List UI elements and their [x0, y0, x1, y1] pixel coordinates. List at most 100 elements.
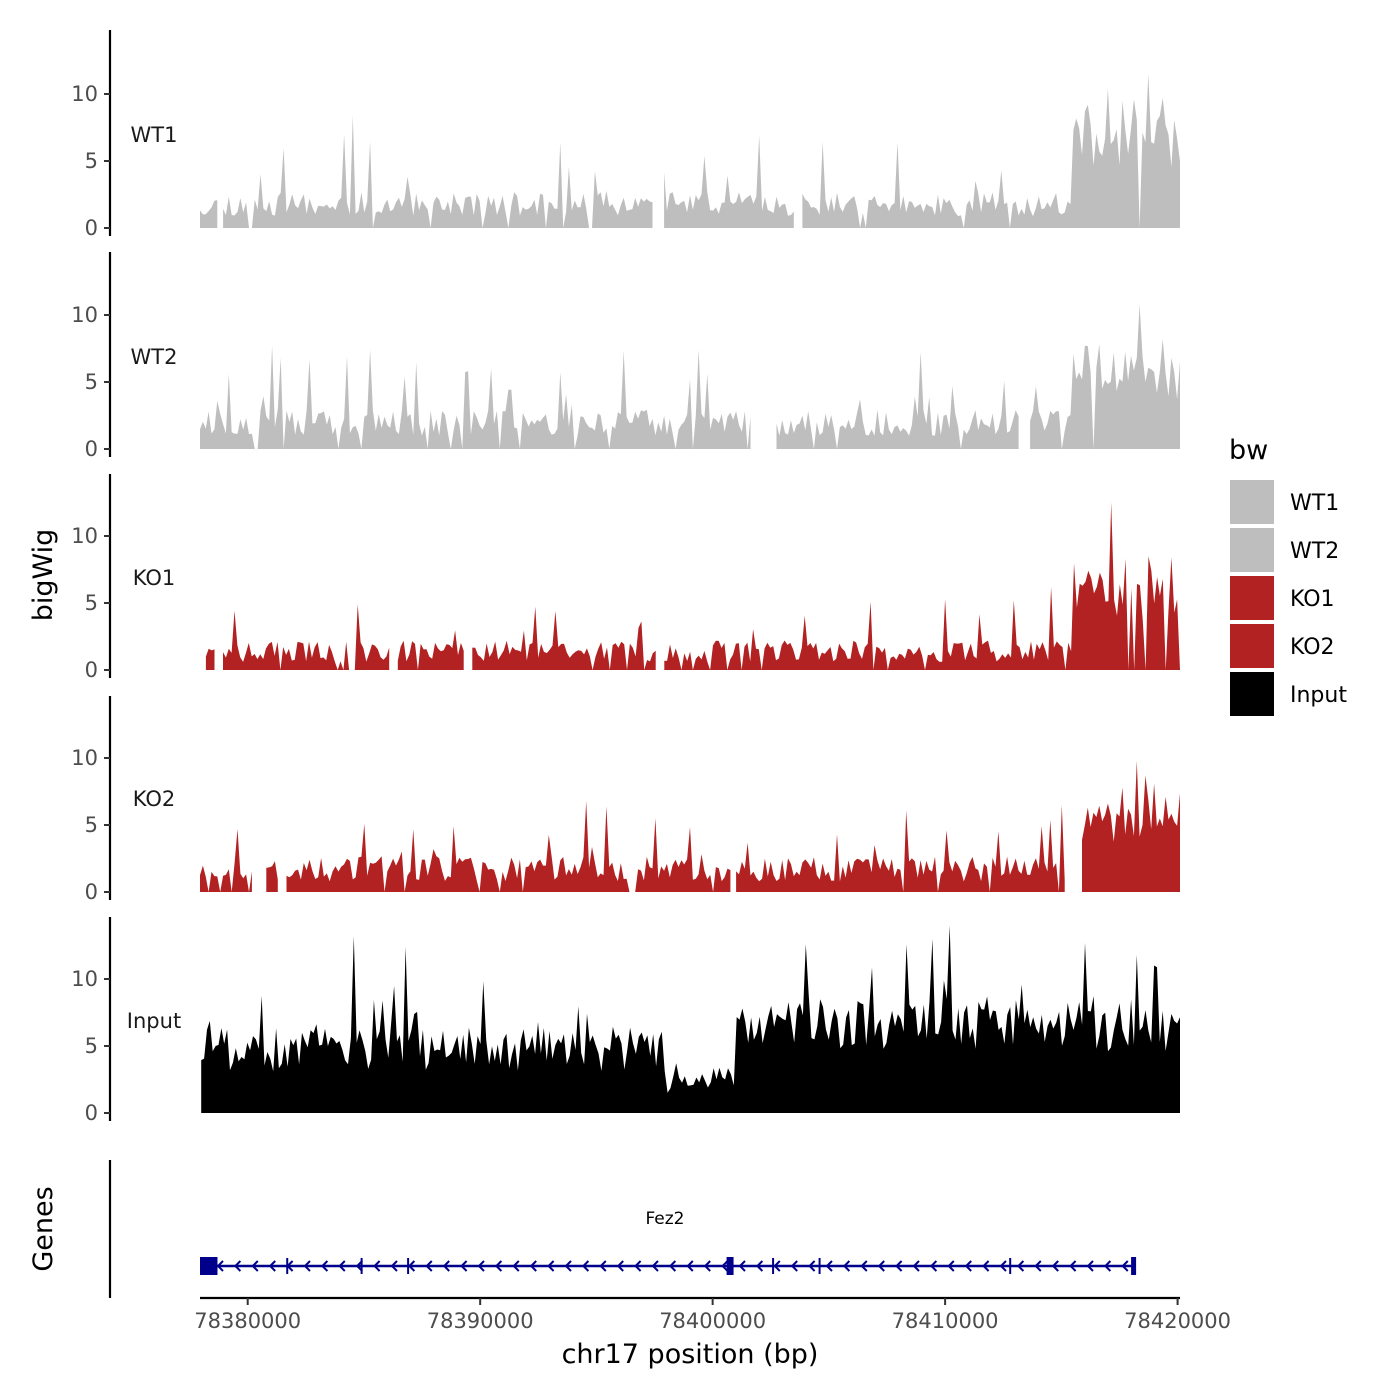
legend-swatch-wt1: [1230, 480, 1274, 524]
strand-arrow: [999, 1260, 1007, 1272]
strand-arrow: [825, 1260, 833, 1272]
strand-arrow: [738, 1260, 746, 1272]
legend-label-input: Input: [1290, 683, 1347, 708]
track-wt2: 0 5 10: [71, 252, 1180, 461]
signal-area-ko2: [200, 829, 252, 892]
gene-name-label: Fez2: [645, 1209, 684, 1229]
strand-arrow: [895, 1260, 903, 1272]
strand-arrow: [686, 1260, 694, 1272]
strand-arrow: [268, 1260, 276, 1272]
strand-arrow: [373, 1260, 381, 1272]
y-tick-label: 10: [71, 746, 98, 770]
strand-arrow: [860, 1260, 868, 1272]
track-ko1: 0 5 10: [71, 474, 1180, 682]
y-tick-label: 10: [71, 303, 98, 327]
strand-arrow: [668, 1260, 677, 1272]
x-axis-title: chr17 position (bp): [562, 1339, 819, 1370]
strand-arrow: [460, 1260, 468, 1272]
legend-swatch-ko2: [1230, 624, 1274, 668]
strand-arrow: [616, 1260, 624, 1272]
y-tick-label: 10: [71, 82, 98, 106]
strand-arrow: [303, 1260, 311, 1272]
signal-area-wt2: [1030, 304, 1180, 449]
legend-label-ko2: KO2: [1290, 635, 1335, 660]
strand-arrow: [947, 1260, 955, 1272]
strand-arrow: [982, 1260, 990, 1272]
strand-arrow: [877, 1260, 885, 1272]
x-tick-label: 78390000: [427, 1309, 534, 1333]
y-tick-label: 0: [85, 880, 98, 904]
y-tick-label: 0: [85, 658, 98, 682]
track-ko2: 0 5 10: [71, 696, 1180, 904]
x-tick-label: 78420000: [1124, 1309, 1231, 1333]
y-tick-label: 10: [71, 967, 98, 991]
x-axis: 78380000 78390000 78400000 78410000 78420000: [194, 1296, 1231, 1333]
track-label-wt1: WT1: [131, 123, 178, 147]
legend: bw WT1 WT2 KO1 KO2 Input: [1229, 435, 1347, 716]
signal-area-ko2: [1082, 760, 1180, 892]
track-labels: WT1 WT2 KO1 KO2 Input: [127, 123, 181, 1033]
signal-area-ko1: [472, 606, 656, 670]
strand-arrow: [912, 1260, 920, 1272]
y-tick-label: 5: [85, 1034, 98, 1058]
strand-arrow: [1121, 1260, 1129, 1272]
genes-axis-title: Genes: [28, 1186, 59, 1271]
strand-arrow: [512, 1260, 520, 1272]
signal-area-input: [201, 925, 1180, 1113]
strand-arrow: [390, 1260, 398, 1272]
strand-arrow: [929, 1260, 938, 1272]
strand-arrow: [407, 1260, 416, 1272]
strand-arrow: [251, 1260, 259, 1272]
signal-area-wt2: [776, 352, 1019, 449]
legend-swatch-ko1: [1230, 576, 1274, 620]
gene-exon: [200, 1257, 218, 1275]
signal-area-ko2: [736, 804, 1065, 892]
strand-arrow: [477, 1260, 485, 1272]
signal-area-ko2: [266, 861, 278, 892]
strand-arrow: [547, 1260, 555, 1272]
signal-area-wt1: [223, 115, 653, 228]
strand-arrow: [634, 1260, 642, 1272]
x-tick-label: 78380000: [194, 1309, 301, 1333]
strand-arrow: [755, 1260, 764, 1272]
legend-label-wt2: WT2: [1290, 539, 1339, 564]
track-label-ko1: KO1: [133, 566, 176, 590]
signal-area-ko1: [223, 604, 390, 670]
legend-swatch-input: [1230, 672, 1274, 716]
strand-arrow: [773, 1260, 781, 1272]
signal-area-ko1: [664, 502, 1180, 670]
track-input: 0 5 10: [71, 917, 1180, 1125]
strand-arrow: [1016, 1260, 1025, 1272]
bigwig-tracks: 0 5 10 0 5 10 0 5 10 0 5 10 0 5 10: [71, 30, 1180, 1125]
strand-arrow: [233, 1260, 242, 1272]
y-tick-label: 10: [71, 524, 98, 548]
x-tick-label: 78400000: [659, 1309, 766, 1333]
track-label-ko2: KO2: [133, 787, 176, 811]
track-label-wt2: WT2: [131, 345, 178, 369]
strand-arrow: [721, 1260, 729, 1272]
signal-area-ko2: [286, 800, 731, 892]
genes-panel: Fez2: [108, 1160, 1137, 1298]
signal-area-ko1: [397, 630, 464, 670]
strand-arrow: [425, 1260, 433, 1272]
legend-label-wt1: WT1: [1290, 491, 1339, 516]
gene-exon: [726, 1257, 734, 1275]
strand-arrow: [703, 1260, 711, 1272]
track-wt1: 0 5 10: [71, 30, 1180, 240]
strand-arrow: [320, 1260, 329, 1272]
strand-arrow: [529, 1260, 537, 1272]
x-tick-label: 78410000: [892, 1309, 999, 1333]
strand-arrow: [564, 1260, 572, 1272]
strand-arrow: [355, 1260, 363, 1272]
strand-arrow: [808, 1260, 816, 1272]
y-axis-title: bigWig: [28, 529, 59, 622]
strand-arrow: [1103, 1260, 1112, 1272]
y-tick-label: 0: [85, 437, 98, 461]
gene-exon: [1131, 1257, 1137, 1275]
strand-arrow: [842, 1260, 851, 1272]
strand-arrow: [964, 1260, 972, 1272]
track-label-input: Input: [127, 1009, 181, 1033]
strand-arrow: [599, 1260, 607, 1272]
y-tick-label: 0: [85, 216, 98, 240]
signal-area-ko1: [205, 648, 215, 670]
